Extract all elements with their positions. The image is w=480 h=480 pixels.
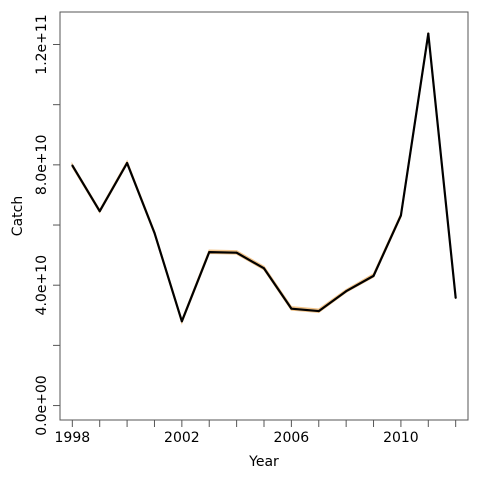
- y-tick-label: 8.0e+10: [34, 135, 50, 195]
- catch-point: [427, 32, 430, 35]
- catch-point: [153, 231, 156, 234]
- x-axis: 1998 2002 2006 2010: [55, 419, 457, 446]
- y-tick-label: 1.2e+11: [34, 14, 50, 74]
- y-tick-label: 0.0e+00: [34, 375, 50, 435]
- catch-line: [71, 32, 457, 323]
- catch-point: [208, 251, 211, 254]
- catch-point: [98, 210, 101, 213]
- catch-point: [317, 310, 320, 313]
- catch-point: [345, 290, 348, 293]
- catch-point: [71, 164, 74, 167]
- series-layer: [71, 32, 457, 325]
- catch-point: [399, 214, 402, 217]
- x-tick-label: 1998: [55, 430, 91, 446]
- y-axis-title: Catch: [10, 196, 26, 236]
- catch-point: [235, 251, 238, 254]
- catch-point: [126, 162, 129, 165]
- catch-point: [180, 320, 183, 323]
- x-tick-label: 2006: [274, 430, 310, 446]
- x-tick-label: 2002: [164, 430, 200, 446]
- x-axis-title: Year: [248, 454, 279, 470]
- catch-point: [263, 267, 265, 270]
- uncertainty-band: [71, 32, 457, 325]
- plot-frame: [59, 11, 469, 421]
- catch-point: [454, 296, 457, 299]
- catch-point: [290, 307, 293, 310]
- y-axis: 0.0e+00 4.0e+10 8.0e+10 1.2e+11: [34, 14, 61, 436]
- catch-point: [372, 274, 375, 277]
- y-tick-label: 4.0e+10: [34, 255, 50, 315]
- x-tick-label: 2010: [383, 430, 419, 446]
